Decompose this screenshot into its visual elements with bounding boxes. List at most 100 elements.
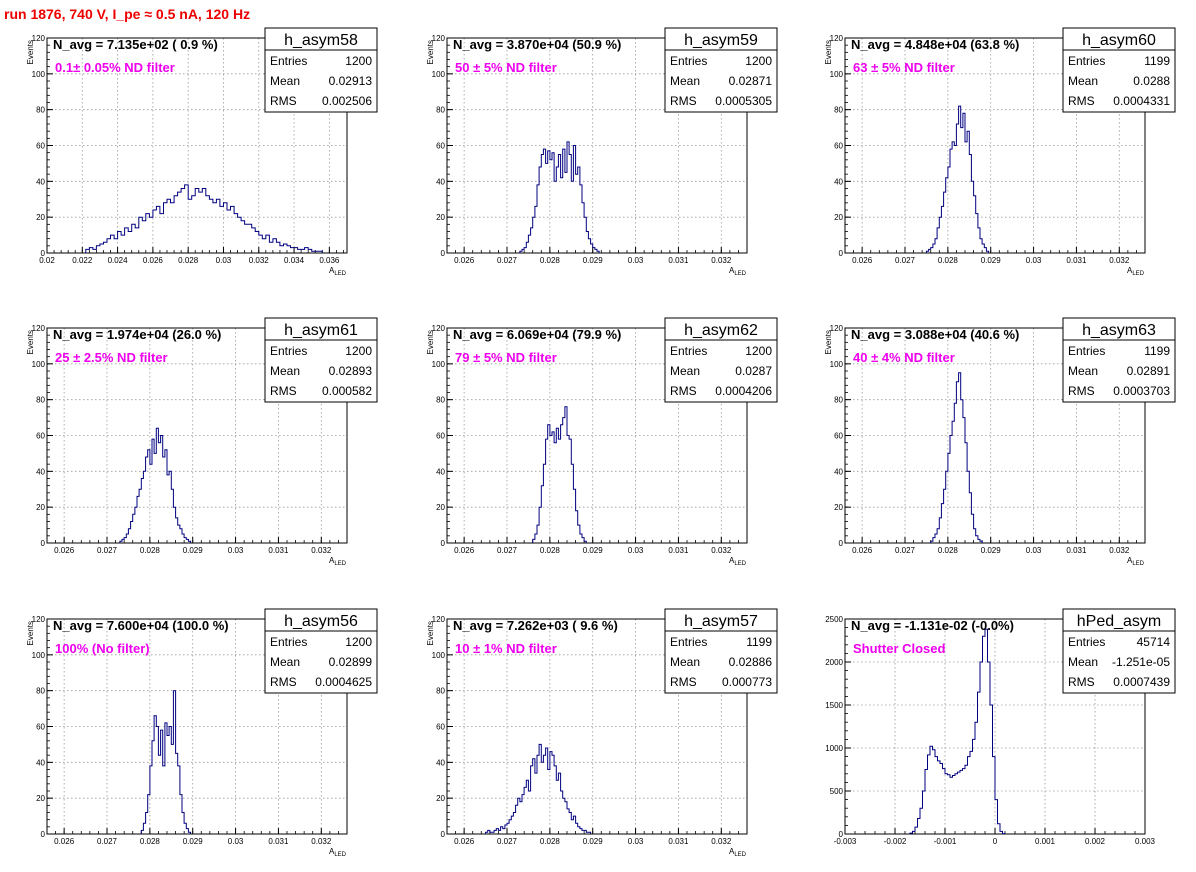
- x-tick-label: 0.031: [668, 837, 689, 846]
- stats-title: h_asym61: [284, 322, 358, 339]
- navg-label: N_avg = -1.131e-02 (-0.0%): [851, 618, 1014, 633]
- histogram-panel-h_asym62: 0.026 0.027 0.028 0.029 0.03 0.031 0.032 0 20 40 6…: [426, 317, 778, 567]
- stats-box: [264, 27, 378, 113]
- x-tick-label: 0.032: [311, 837, 332, 846]
- stats-title: h_asym57: [684, 613, 758, 630]
- stats-box: [264, 317, 378, 403]
- x-tick-label: 0.031: [1066, 546, 1087, 555]
- histogram-panel-h_asym60: 0.026 0.027 0.028 0.029 0.03 0.031 0.032 0 20 40 6…: [824, 27, 1176, 277]
- y-tick-label: 0: [41, 830, 46, 839]
- x-tick-label: 0.032: [1109, 256, 1130, 265]
- stats-box: [1062, 317, 1176, 403]
- stats-title: hPed_asym: [1077, 613, 1162, 630]
- y-tick-label: 2500: [825, 615, 843, 624]
- y-tick-label: 20: [834, 503, 843, 512]
- navg-label: N_avg = 7.600e+04 (100.0 %): [53, 618, 229, 633]
- stats-key: RMS: [1068, 675, 1095, 689]
- y-tick-label: 100: [32, 360, 46, 369]
- x-tick-label: 0.026: [454, 256, 475, 265]
- x-tick-label: 0.028: [140, 546, 161, 555]
- stats-key: RMS: [1068, 94, 1095, 108]
- stats-value: 1200: [745, 54, 772, 68]
- y-tick-label: 100: [32, 70, 46, 79]
- x-tick-label: 0.032: [711, 546, 732, 555]
- histogram-panel-h_asym56: 0.026 0.027 0.028 0.029 0.03 0.031 0.032 0 20 40 6…: [26, 608, 378, 858]
- y-tick-label: 80: [834, 396, 843, 405]
- y-tick-label: 20: [36, 794, 45, 803]
- stats-value: -1.251e-05: [1112, 655, 1170, 669]
- stats-key: RMS: [670, 94, 697, 108]
- stats-key: Mean: [670, 74, 700, 88]
- x-tick-label: 0.031: [668, 256, 689, 265]
- x-tick-label: 0.03: [1026, 256, 1042, 265]
- y-tick-label: 80: [834, 106, 843, 115]
- stats-value: 0.000582: [322, 384, 372, 398]
- y-tick-label: 60: [36, 723, 45, 732]
- stats-key: Entries: [1068, 635, 1105, 649]
- x-axis-title: ALED: [729, 266, 747, 277]
- x-tick-label: 0.029: [583, 837, 604, 846]
- x-tick-label: 0.03: [628, 256, 644, 265]
- y-tick-label: 120: [32, 34, 46, 43]
- histogram-series-h_asym62: [532, 406, 587, 543]
- y-tick-label: 100: [830, 360, 844, 369]
- histogram-panel-h_asym57: 0.026 0.027 0.028 0.029 0.03 0.031 0.032 0 20 40 6…: [426, 608, 778, 858]
- y-tick-label: 80: [436, 687, 445, 696]
- y-tick-label: 60: [436, 723, 445, 732]
- x-tick-label: 0.027: [497, 837, 518, 846]
- x-tick-label: 0.029: [981, 546, 1002, 555]
- y-axis-title: Events: [426, 330, 435, 354]
- x-tick-label: 0.028: [540, 256, 561, 265]
- stats-key: Mean: [670, 655, 700, 669]
- x-tick-label: 0.029: [583, 546, 604, 555]
- y-tick-label: 40: [436, 467, 445, 476]
- y-tick-label: 20: [36, 503, 45, 512]
- y-tick-label: 20: [436, 794, 445, 803]
- x-tick-label: 0.026: [852, 256, 873, 265]
- stats-key: Entries: [270, 635, 307, 649]
- filter-label: 79 ± 5% ND filter: [455, 350, 557, 365]
- x-tick-label: 0.03: [228, 546, 244, 555]
- histogram-series-h_asym58: [85, 184, 323, 253]
- x-tick-label: 0.029: [183, 546, 204, 555]
- stats-key: Mean: [270, 364, 300, 378]
- stats-value: 0.02899: [329, 655, 373, 669]
- y-tick-label: 100: [830, 70, 844, 79]
- y-axis-title: Events: [426, 40, 435, 64]
- navg-label: N_avg = 6.069e+04 (79.9 %): [453, 327, 621, 342]
- stats-value: 0.0005305: [715, 94, 772, 108]
- run-title: run 1876, 740 V, I_pe ≈ 0.5 nA, 120 Hz: [4, 6, 251, 22]
- x-tick-label: 0.028: [938, 256, 959, 265]
- y-tick-label: 80: [36, 106, 45, 115]
- filter-label: 10 ± 1% ND filter: [455, 641, 557, 656]
- y-axis-title: Events: [824, 40, 833, 64]
- y-tick-label: 20: [436, 503, 445, 512]
- y-tick-label: 100: [32, 651, 46, 660]
- y-tick-label: 60: [436, 432, 445, 441]
- filter-label: 25 ± 2.5% ND filter: [55, 350, 168, 365]
- stats-key: RMS: [270, 675, 297, 689]
- x-tick-label: 0.032: [1109, 546, 1130, 555]
- stats-key: Mean: [670, 364, 700, 378]
- stats-key: Entries: [1068, 344, 1105, 358]
- stats-title: h_asym59: [684, 32, 758, 49]
- y-tick-label: 120: [432, 324, 446, 333]
- stats-key: RMS: [670, 384, 697, 398]
- stats-key: Entries: [1068, 54, 1105, 68]
- y-tick-label: 0: [441, 249, 446, 258]
- histogram-panel-h_asym63: 0.026 0.027 0.028 0.029 0.03 0.031 0.032 0 20 40 6…: [824, 317, 1176, 567]
- y-tick-label: 40: [834, 467, 843, 476]
- y-tick-label: 20: [834, 213, 843, 222]
- x-tick-label: 0.031: [1066, 256, 1087, 265]
- x-axis-title: ALED: [329, 266, 347, 277]
- stats-value: 1199: [1144, 344, 1170, 358]
- stats-value: 1200: [745, 344, 772, 358]
- x-tick-label: 0.032: [711, 256, 732, 265]
- y-tick-label: 80: [36, 396, 45, 405]
- y-tick-label: 20: [36, 213, 45, 222]
- stats-title: h_asym62: [684, 322, 758, 339]
- stats-box: [664, 317, 778, 403]
- x-tick-label: 0.027: [895, 256, 916, 265]
- y-tick-label: 40: [436, 758, 445, 767]
